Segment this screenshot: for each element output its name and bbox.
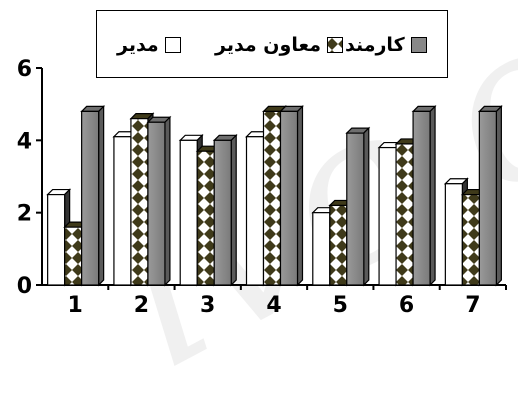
bar — [329, 204, 348, 286]
bar — [147, 121, 166, 286]
bars — [46, 104, 503, 287]
legend-swatch-employee — [410, 37, 427, 53]
y-tick-label: 2 — [17, 202, 32, 227]
x-tick-label: 4 — [266, 293, 281, 318]
bar-side — [230, 133, 237, 287]
bar-side — [98, 104, 105, 287]
x-tick-label: 3 — [200, 293, 215, 318]
x-tick-label: 1 — [67, 293, 82, 318]
bar — [113, 136, 132, 286]
bar-side — [363, 126, 370, 287]
bar — [461, 193, 480, 286]
bar — [444, 183, 463, 286]
bar — [312, 212, 331, 286]
bar-side — [495, 104, 502, 287]
legend-item-employee: کارمند — [345, 33, 427, 57]
bar — [279, 110, 299, 286]
bar — [47, 193, 66, 286]
x-tick-label: 2 — [134, 293, 149, 318]
x-tick-label: 7 — [465, 293, 480, 318]
bar-side — [429, 104, 436, 287]
legend-swatch-manager — [164, 37, 181, 53]
bar — [213, 139, 232, 286]
bar — [346, 132, 365, 286]
legend: کارمند معاون مدیر مدیر — [96, 10, 448, 78]
bar — [81, 110, 100, 286]
y-tick-label: 6 — [17, 57, 32, 82]
x-tick-label: 6 — [399, 293, 414, 318]
legend-label-manager: مدیر — [117, 34, 159, 56]
legend-item-deputy: معاون مدیر — [215, 33, 343, 57]
bar — [179, 139, 198, 286]
legend-label-deputy: معاون مدیر — [215, 34, 321, 56]
bar-side — [296, 104, 304, 287]
bar — [395, 143, 414, 286]
bar — [64, 226, 83, 286]
bar-side — [164, 115, 171, 287]
bar — [130, 118, 149, 286]
legend-item-manager: مدیر — [117, 33, 181, 57]
bar — [378, 146, 397, 286]
bar — [196, 150, 215, 286]
legend-label-employee: کارمند — [345, 34, 405, 56]
y-tick-label: 0 — [17, 274, 32, 299]
y-tick-label: 4 — [17, 129, 32, 154]
bar — [245, 136, 265, 286]
tick-labels: 0 2 4 6 1 2 3 4 5 6 7 — [17, 57, 481, 318]
bar — [262, 110, 282, 286]
x-tick-label: 5 — [333, 293, 348, 318]
bar-chart: 0 2 4 6 1 2 3 4 5 6 7 — [17, 57, 507, 318]
bar — [478, 110, 497, 286]
bar — [412, 110, 431, 286]
legend-swatch-deputy — [326, 37, 343, 53]
